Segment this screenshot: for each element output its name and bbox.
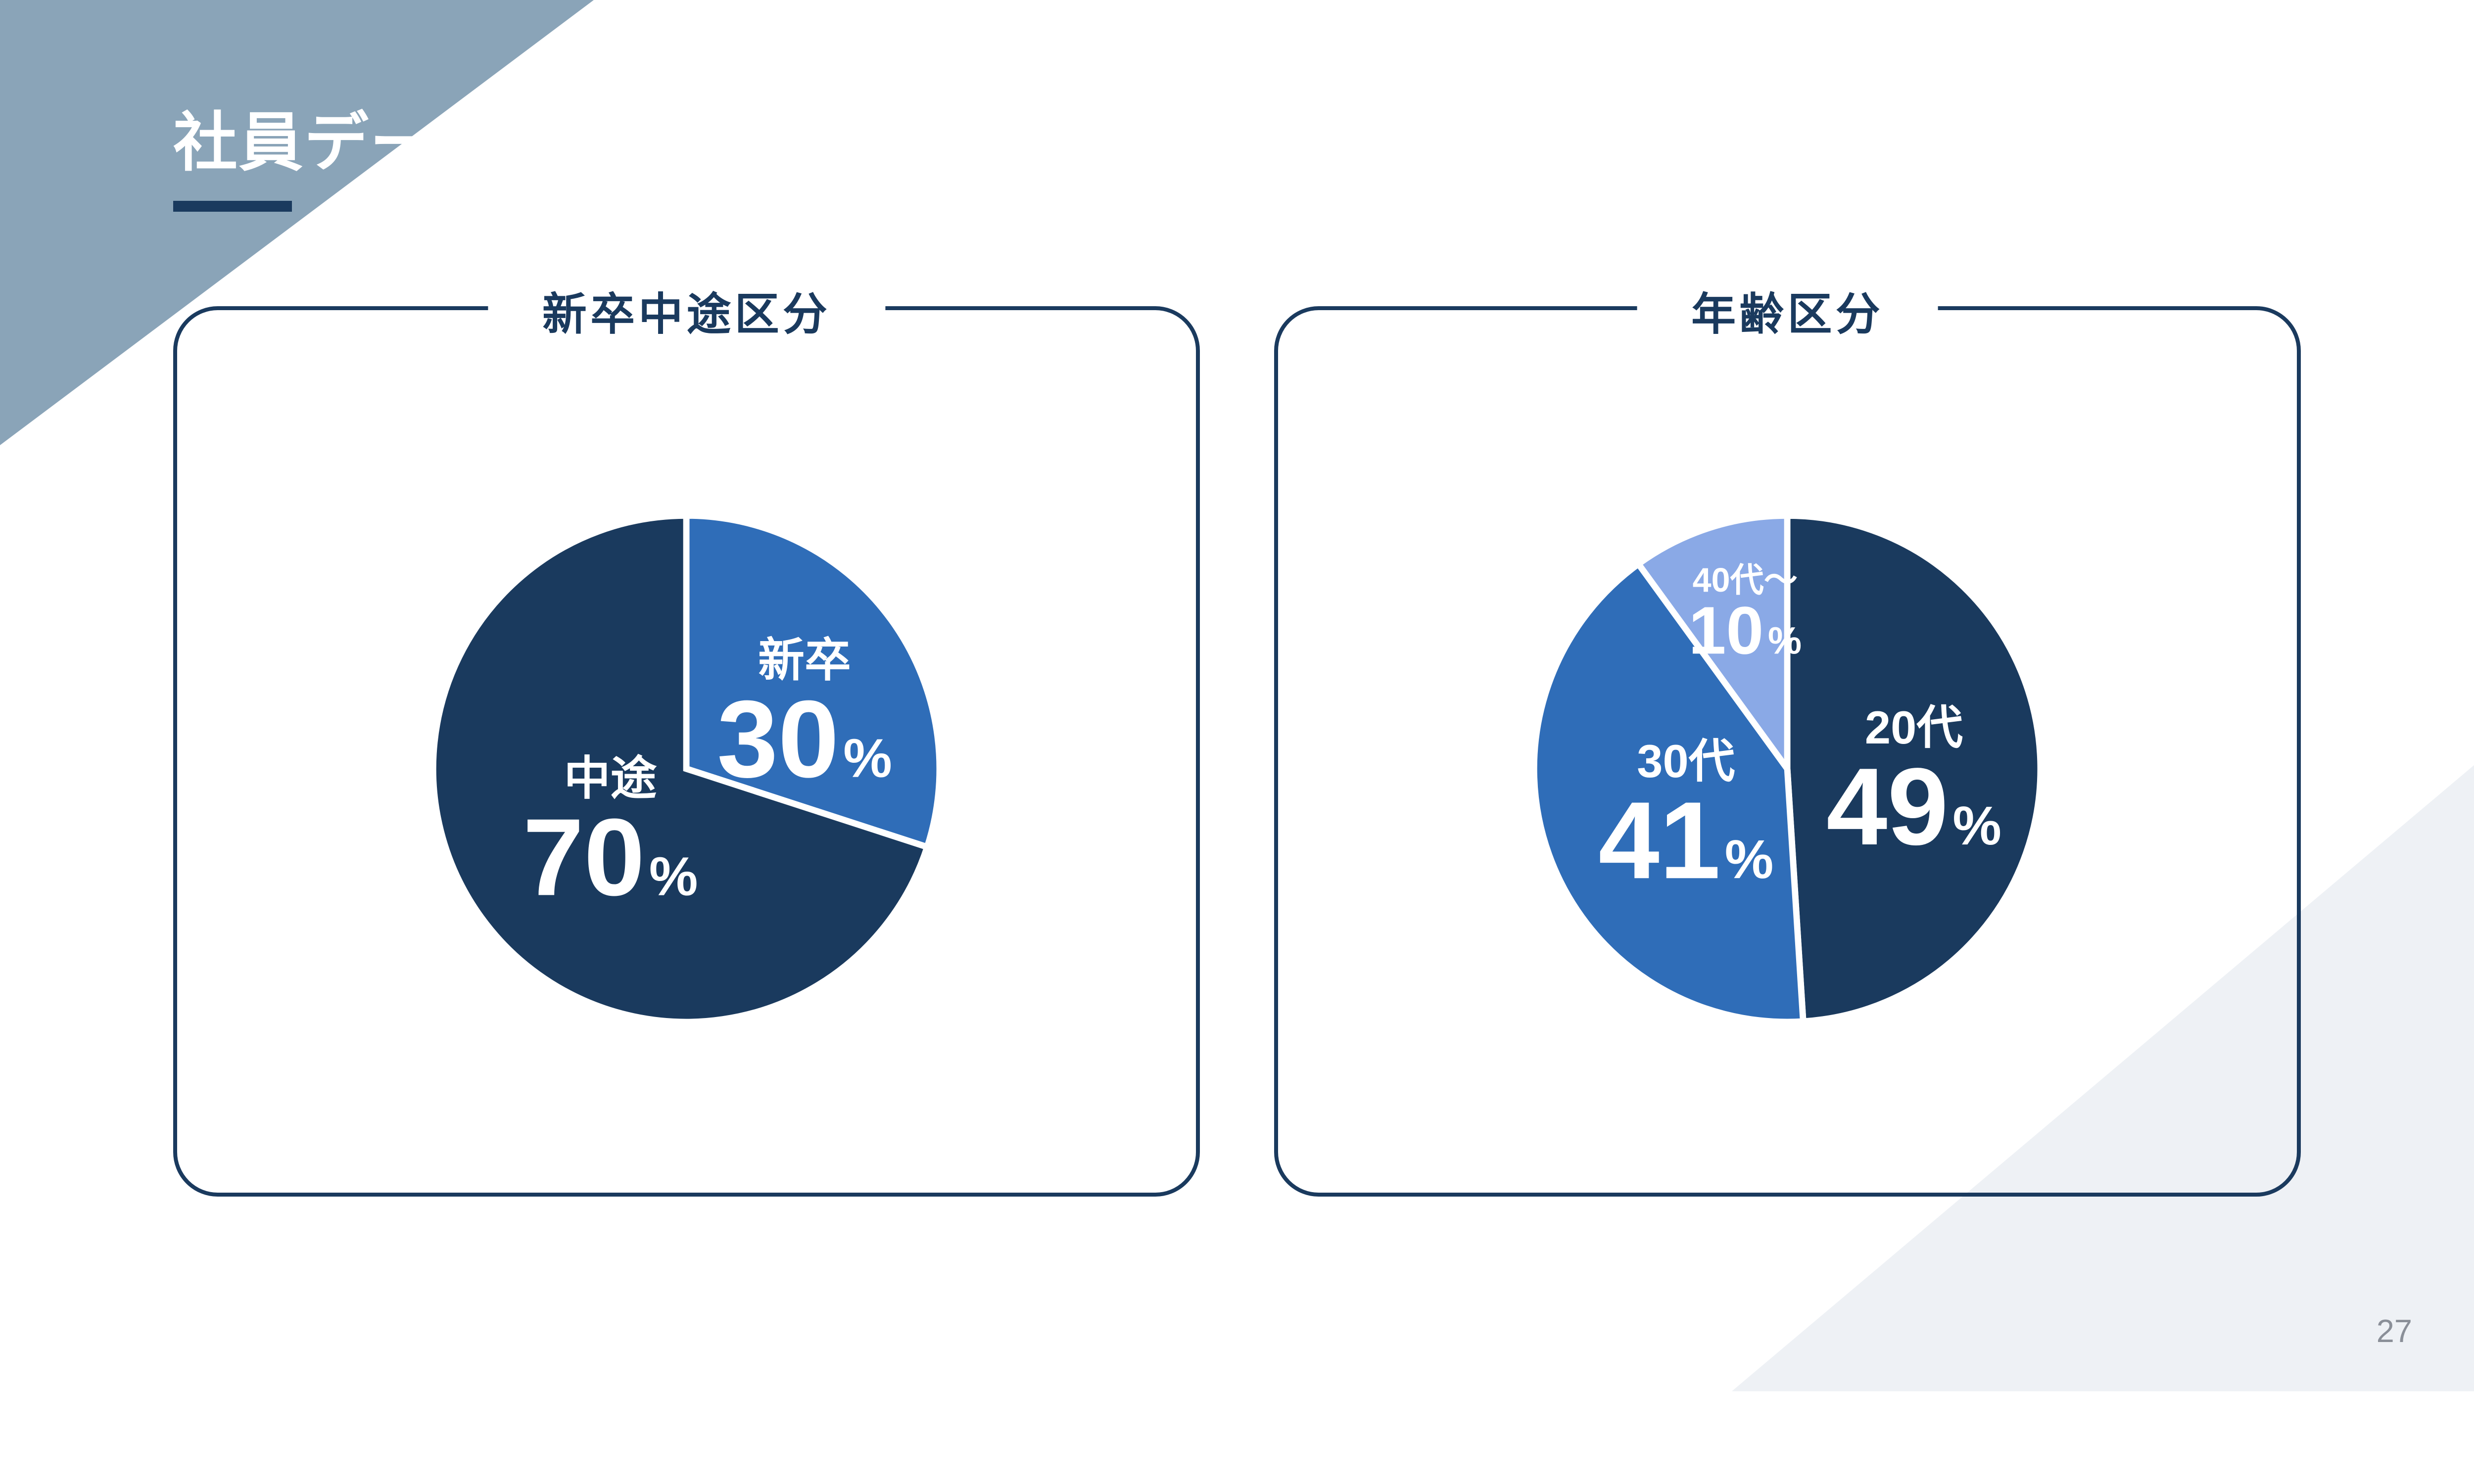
page-title-block: 社員データ <box>173 91 501 212</box>
chart-title-age-group: 年齢区分 <box>1637 278 1938 342</box>
pie-chart-hire-type: 新卒30%中途70% <box>391 473 982 1064</box>
page-title-underline <box>173 201 292 212</box>
slide: 社員データ 新卒中途区分新卒30%中途70%年齢区分20代49%30代41%40… <box>0 0 2474 1391</box>
charts-row: 新卒中途区分新卒30%中途70%年齢区分20代49%30代41%40代～10% <box>173 306 2301 1197</box>
page-title: 社員データ <box>173 91 501 184</box>
chart-title-hire-type: 新卒中途区分 <box>488 278 885 342</box>
pie-wrap-age-group: 20代49%30代41%40代～10% <box>1278 380 2297 1157</box>
pie-chart-age-group: 20代49%30代41%40代～10% <box>1492 473 2083 1064</box>
pie-wrap-hire-type: 新卒30%中途70% <box>177 380 1196 1157</box>
chart-panel-age-group: 年齢区分20代49%30代41%40代～10% <box>1274 306 2301 1197</box>
page-number: 27 <box>2377 1312 2412 1349</box>
chart-panel-hire-type: 新卒中途区分新卒30%中途70% <box>173 306 1200 1197</box>
